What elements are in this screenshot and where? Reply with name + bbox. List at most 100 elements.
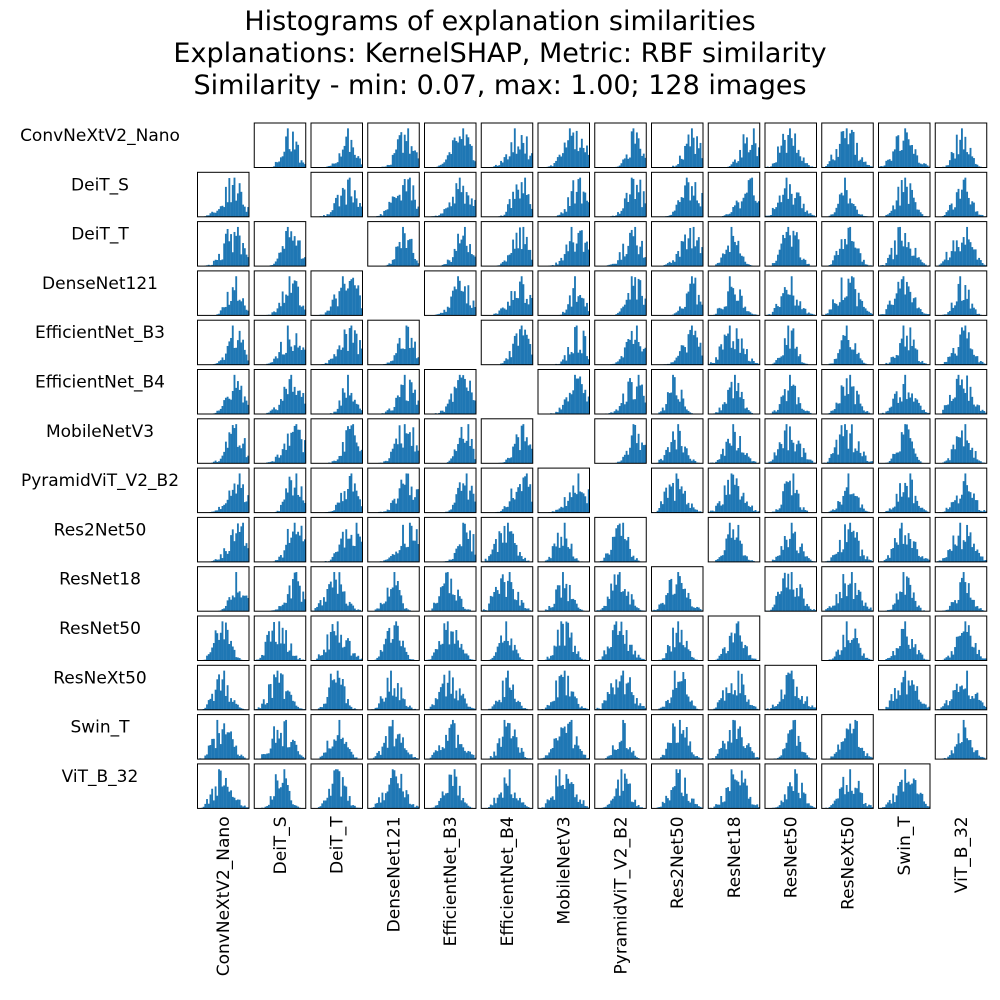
histogram-bar: [744, 502, 747, 513]
histogram-bar: [388, 362, 391, 365]
histogram-bar: [445, 793, 447, 809]
histogram-bar: [754, 200, 757, 217]
histogram-bar: [892, 304, 895, 316]
histogram-bar: [806, 603, 809, 612]
histogram-bar: [974, 406, 977, 414]
histogram-bar: [850, 276, 853, 316]
histogram-bar: [469, 204, 471, 217]
histogram-bar: [507, 255, 509, 267]
histogram-bar: [623, 404, 626, 414]
histogram-bar: [408, 495, 411, 513]
histogram-bar: [866, 411, 869, 414]
histogram-bar: [224, 306, 227, 316]
histogram-bar: [395, 438, 398, 464]
histogram-bar: [439, 164, 442, 168]
histogram-bar: [785, 539, 788, 562]
histogram-bar: [735, 537, 738, 562]
histogram-bar: [297, 390, 300, 414]
histogram-bar: [450, 261, 453, 267]
histogram-bar: [938, 560, 941, 562]
histogram-bar: [797, 305, 800, 316]
histogram-bar: [807, 459, 810, 464]
histogram-bar: [850, 424, 853, 464]
histogram-bar: [754, 314, 757, 316]
histogram-bar: [885, 804, 888, 809]
histogram-bar: [453, 286, 456, 316]
histogram-bar: [463, 286, 466, 316]
histogram-bar: [785, 587, 788, 612]
histogram-bar: [273, 461, 275, 464]
histogram-bar: [407, 401, 410, 414]
histogram-bar: [264, 754, 267, 760]
histogram-bar: [697, 806, 700, 809]
histogram-bar: [758, 807, 760, 809]
histogram-bar: [414, 341, 416, 365]
histogram-bar: [661, 460, 664, 464]
histogram-bar: [280, 455, 282, 464]
histogram-bar: [687, 134, 690, 168]
histogram-bar: [887, 609, 889, 612]
histogram-bar: [513, 499, 516, 513]
histogram-bar: [610, 549, 613, 562]
histogram-bar: [513, 128, 516, 168]
histogram-bar: [525, 236, 528, 267]
histogram-bar: [895, 254, 898, 267]
histogram-bar: [290, 598, 293, 612]
histogram-bar: [723, 402, 726, 414]
histogram-bar: [620, 621, 623, 661]
panel-frame: [537, 319, 590, 366]
histogram-bar: [787, 325, 790, 365]
histogram-bar: [507, 670, 509, 710]
histogram-bar: [438, 165, 441, 168]
histogram-bar: [833, 409, 836, 414]
histogram-bar: [340, 156, 343, 168]
histogram-bar: [723, 215, 726, 217]
histogram-bar: [735, 300, 738, 316]
histogram-bar: [789, 589, 791, 612]
histogram-bar: [737, 202, 740, 217]
histogram-bar: [520, 491, 523, 513]
histogram-bar: [214, 259, 217, 267]
histogram-bar: [529, 249, 532, 267]
histogram-bar: [777, 202, 779, 217]
histogram-bar: [293, 149, 296, 168]
histogram-bar: [639, 346, 642, 365]
histogram-bar: [644, 298, 647, 316]
histogram-bar: [728, 791, 731, 809]
histogram-bar: [558, 547, 561, 562]
histogram-bar: [852, 131, 855, 168]
histogram-bar: [697, 346, 700, 365]
histogram-bar: [840, 192, 843, 217]
histogram-bar: [517, 437, 520, 464]
histogram-bar: [728, 166, 731, 168]
histogram-bar: [221, 307, 224, 316]
histogram-bar: [439, 410, 442, 414]
histogram-bar: [341, 531, 344, 562]
histogram-bar: [348, 601, 351, 612]
histogram-bar: [744, 644, 747, 661]
histogram-bar: [840, 650, 843, 661]
histogram-bar: [226, 447, 229, 464]
histogram-bar: [976, 313, 979, 316]
histogram-bar: [331, 556, 334, 562]
histogram-bar: [522, 559, 525, 562]
histogram-bar: [341, 501, 344, 513]
histogram-bar: [548, 605, 551, 612]
histogram-bar: [948, 605, 951, 612]
histogram-bar: [752, 658, 755, 661]
histogram-densenet121-vs-pyramidvit_v2_b2: [594, 270, 647, 316]
histogram-bar: [527, 304, 530, 316]
histogram-bar: [971, 156, 974, 168]
histogram-bar: [209, 652, 212, 661]
histogram-bar: [637, 560, 640, 562]
histogram-bar: [335, 197, 337, 217]
histogram-bar: [807, 263, 810, 267]
histogram-bar: [672, 431, 674, 464]
histogram-bar: [405, 473, 408, 513]
histogram-bar: [961, 242, 963, 267]
histogram-densenet121-vs-deit_t: [310, 270, 363, 316]
histogram-bar: [343, 392, 346, 414]
histogram-bar: [673, 593, 676, 612]
histogram-bar: [359, 158, 361, 168]
histogram-bar: [911, 479, 913, 513]
